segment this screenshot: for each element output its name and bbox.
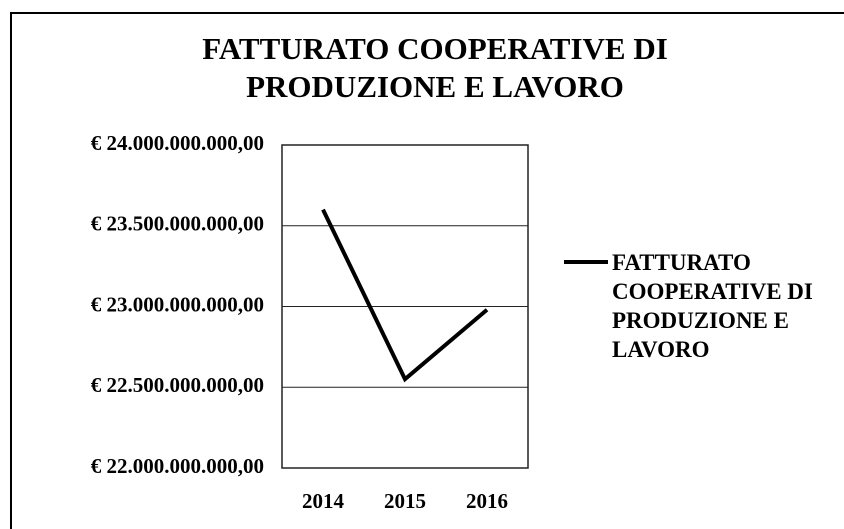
chart-title: FATTURATO COOPERATIVE DI PRODUZIONE E LA…	[202, 31, 668, 104]
y-tick-label: € 23.500.000.000,00	[91, 212, 264, 236]
y-tick-label: € 24.000.000.000,00	[91, 131, 264, 155]
series-line	[321, 208, 489, 383]
x-tick-label: 2015	[384, 489, 426, 513]
chart-border	[10, 12, 844, 529]
y-tick-label: € 22.000.000.000,00	[91, 454, 264, 478]
legend-label: FATTURATO COOPERATIVE DI PRODUZIONE E LA…	[612, 250, 813, 362]
y-tick-label: € 23.000.000.000,00	[91, 292, 264, 316]
x-tick-label: 2016	[466, 489, 508, 513]
x-tick-label: 2014	[302, 489, 345, 513]
y-tick-label: € 22.500.000.000,00	[91, 373, 264, 397]
